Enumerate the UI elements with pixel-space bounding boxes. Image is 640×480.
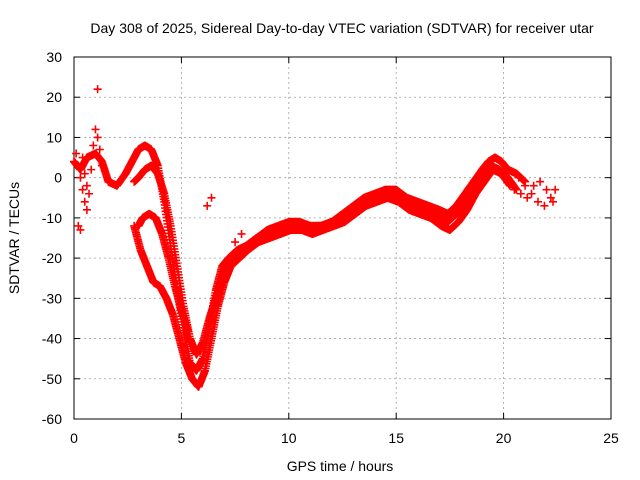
data-point xyxy=(533,197,542,206)
data-point xyxy=(516,189,525,198)
data-marks xyxy=(70,85,560,391)
data-point xyxy=(74,161,83,170)
x-tick-label: 10 xyxy=(281,430,297,446)
x-tick-label: 25 xyxy=(603,430,619,446)
data-point xyxy=(546,193,555,202)
data-point xyxy=(76,225,85,234)
data-point xyxy=(506,181,515,190)
data-point xyxy=(89,141,98,150)
data-point xyxy=(183,326,192,335)
y-axis-label: SDTVAR / TECUs xyxy=(6,182,22,294)
data-point xyxy=(82,205,91,214)
data-point xyxy=(85,189,94,198)
data-point xyxy=(72,149,81,158)
data-point xyxy=(203,201,212,210)
y-tick-label: 0 xyxy=(54,170,62,186)
data-point xyxy=(540,201,549,210)
data-point xyxy=(78,153,87,162)
data-point xyxy=(78,185,87,194)
data-point xyxy=(74,221,83,230)
x-tick-label: 15 xyxy=(388,430,404,446)
data-point xyxy=(527,189,536,198)
y-tick-label: -50 xyxy=(42,371,62,387)
y-tick-label: -30 xyxy=(42,290,62,306)
data-point xyxy=(97,161,106,170)
data-point xyxy=(536,177,545,186)
data-point xyxy=(82,181,91,190)
series-branch-low xyxy=(134,209,192,335)
series-early-cluster xyxy=(72,125,106,234)
axis-ticks: 0 5 10 15 20 25 -60 -50 -40 -30 -20 -10 0 10 20 30 xyxy=(42,49,619,446)
series-isolated xyxy=(93,85,246,247)
data-point xyxy=(523,193,532,202)
data-point xyxy=(80,169,89,178)
data-point xyxy=(93,133,102,142)
chart-title: Day 308 of 2025, Sidereal Day-to-day VTE… xyxy=(90,20,594,36)
y-tick-label: -60 xyxy=(42,411,62,427)
data-point xyxy=(95,145,104,154)
data-point xyxy=(231,238,240,247)
data-point xyxy=(93,85,102,94)
y-tick-label: 20 xyxy=(46,89,62,105)
data-point xyxy=(91,125,100,134)
y-tick-label: -20 xyxy=(42,250,62,266)
y-tick-label: 30 xyxy=(46,49,62,65)
data-point xyxy=(510,185,519,194)
y-tick-label: -10 xyxy=(42,210,62,226)
data-point xyxy=(76,173,85,182)
plot-frame xyxy=(73,56,612,420)
data-point xyxy=(237,229,246,238)
data-point xyxy=(549,197,558,206)
data-point xyxy=(514,173,523,182)
y-tick-label: -40 xyxy=(42,331,62,347)
x-tick-label: 5 xyxy=(178,430,186,446)
series-late-scatter xyxy=(510,173,560,210)
series-track-lower xyxy=(130,165,515,391)
x-axis-label: GPS time / hours xyxy=(287,458,394,474)
data-point xyxy=(529,181,538,190)
x-tick-label: 0 xyxy=(70,430,78,446)
data-point xyxy=(542,185,551,194)
data-point xyxy=(80,197,89,206)
data-point xyxy=(551,185,560,194)
data-point xyxy=(521,181,530,190)
data-point xyxy=(207,193,216,202)
y-tick-label: 10 xyxy=(46,129,62,145)
data-point xyxy=(87,165,96,174)
x-tick-label: 20 xyxy=(496,430,512,446)
